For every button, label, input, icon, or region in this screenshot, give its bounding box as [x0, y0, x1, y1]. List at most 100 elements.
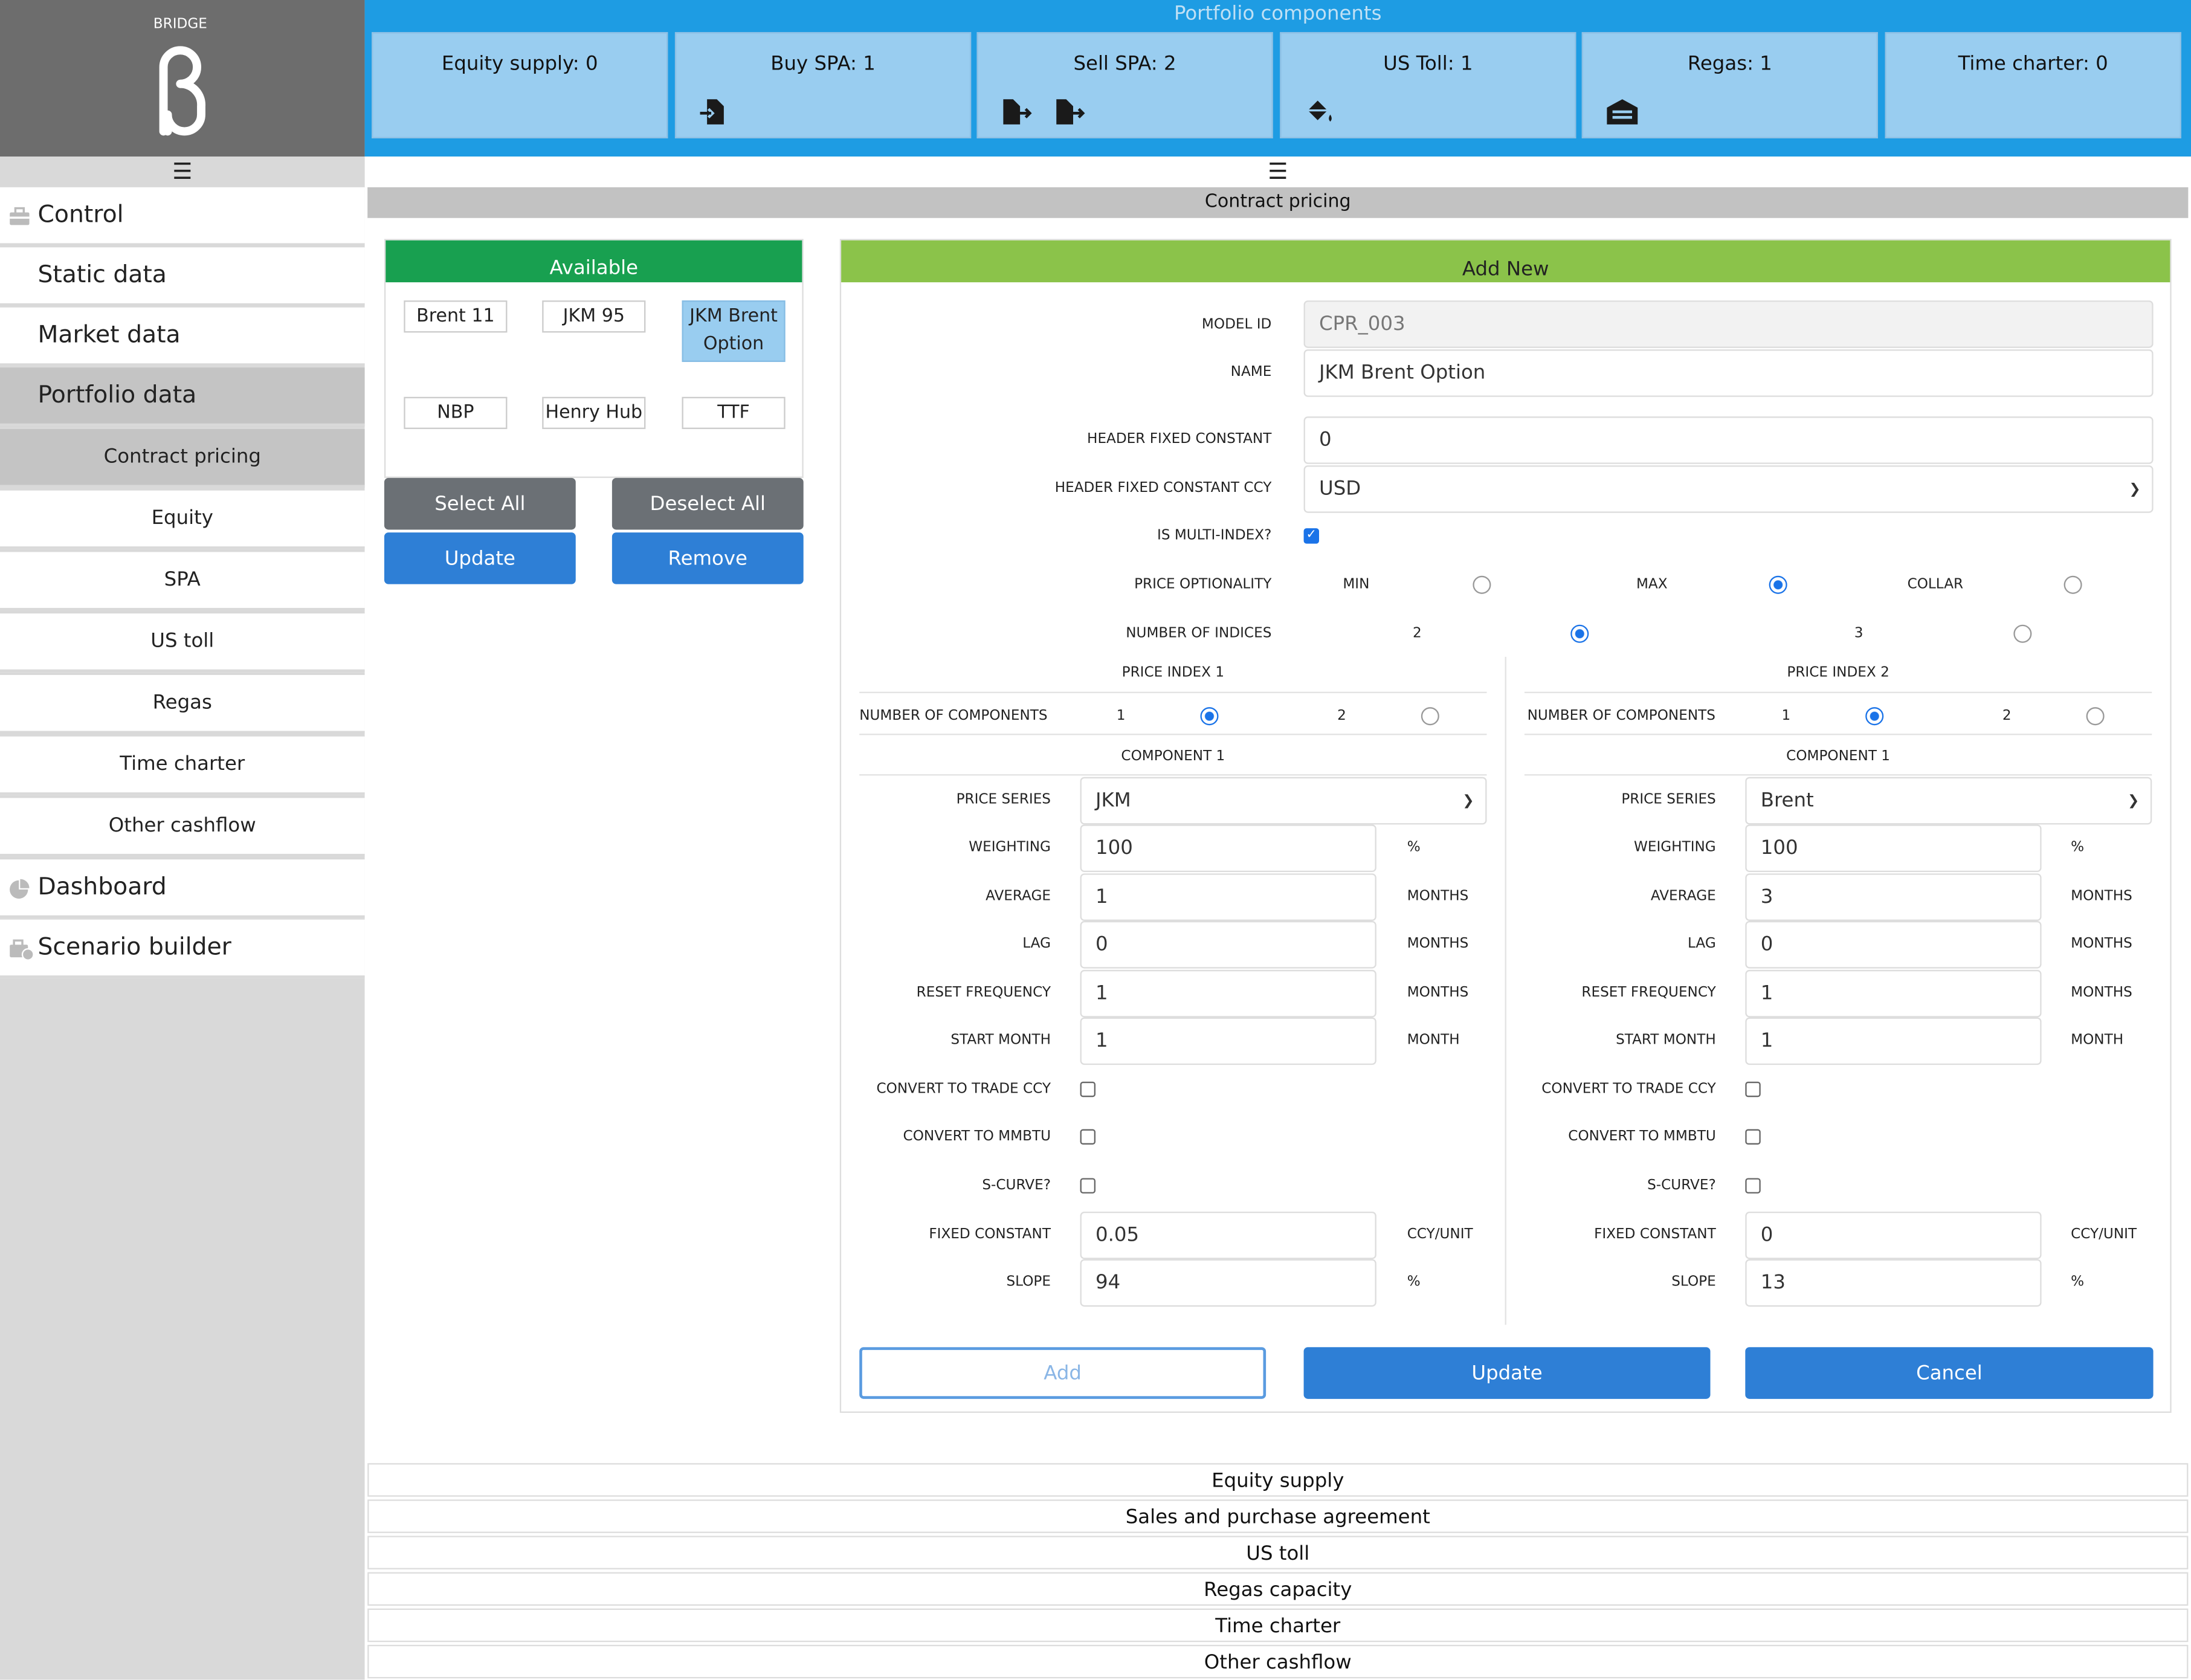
sidebar-item-static-data[interactable]: Static data [0, 247, 365, 306]
start-month-field[interactable]: 1 [1745, 1017, 2042, 1065]
update-selection-button[interactable]: Update [384, 532, 576, 584]
multi-index-label: IS MULTI-INDEX? [1157, 528, 1272, 544]
slope-field[interactable]: 94 [1080, 1259, 1376, 1307]
accordion-us-toll[interactable]: US toll [367, 1536, 2189, 1569]
lag-label: LAG [1687, 936, 1716, 952]
card-equity-supply[interactable]: Equity supply: 0 [372, 32, 668, 138]
available-item[interactable]: Brent 11 [404, 300, 508, 333]
header-ccy-select[interactable]: USD ❯ [1303, 465, 2154, 513]
s-curve-checkbox[interactable] [1080, 1178, 1096, 1194]
start-month-field[interactable]: 1 [1080, 1017, 1376, 1065]
num-indices-3-radio[interactable] [2013, 624, 2032, 643]
model-id-field[interactable]: CPR_003 [1303, 300, 2154, 348]
sidebar-item-portfolio-data[interactable]: Portfolio data [0, 367, 365, 427]
components-2-radio[interactable] [2086, 707, 2105, 726]
available-item[interactable]: TTF [682, 396, 786, 429]
select-all-button[interactable]: Select All [384, 477, 576, 530]
opt-collar-radio[interactable] [2064, 575, 2082, 594]
sidebar-item-control[interactable]: Control [0, 187, 365, 246]
start-month-unit: MONTH [2071, 1032, 2124, 1048]
convert-trade-ccy-label: CONVERT TO TRADE CCY [876, 1081, 1051, 1097]
reset-frequency-field[interactable]: 1 [1080, 969, 1376, 1018]
sidebar-item-market-data[interactable]: Market data [0, 307, 365, 366]
convert-trade-ccy-checkbox[interactable] [1745, 1081, 1761, 1097]
accordion-sales-purchase-agreement[interactable]: Sales and purchase agreement [367, 1499, 2189, 1533]
convert-trade-ccy-checkbox[interactable] [1080, 1081, 1096, 1097]
sidebar-subitem-time-charter[interactable]: Time charter [0, 736, 365, 795]
opt-min-radio[interactable] [1473, 575, 1491, 594]
card-us-toll[interactable]: US Toll: 1 [1280, 32, 1576, 138]
accordion-other-cashflow[interactable]: Other cashflow [367, 1644, 2189, 1679]
divider [859, 774, 1487, 776]
accordion-equity-supply[interactable]: Equity supply [367, 1463, 2189, 1497]
slope-field[interactable]: 13 [1745, 1259, 2042, 1307]
components-1-label: 1 [1781, 708, 1791, 724]
available-item[interactable]: JKM 95 [542, 300, 646, 333]
weighting-field[interactable]: 100 [1745, 824, 2042, 872]
section-title[interactable]: Contract pricing [367, 187, 2189, 218]
fixed-constant-field[interactable]: 0 [1745, 1211, 2042, 1259]
cancel-button[interactable]: Cancel [1745, 1347, 2154, 1399]
add-button[interactable]: Add [859, 1347, 1267, 1399]
file-export-icon[interactable] [1001, 98, 1034, 126]
card-time-charter[interactable]: Time charter: 0 [1885, 32, 2181, 138]
sidebar-subitem-regas[interactable]: Regas [0, 674, 365, 734]
weighting-field[interactable]: 100 [1080, 824, 1376, 872]
content-toggle-icon[interactable]: ☰ [1268, 158, 1288, 185]
deselect-all-button[interactable]: Deselect All [611, 477, 804, 530]
header-fixed-constant-field[interactable]: 0 [1303, 416, 2154, 464]
average-field[interactable]: 3 [1745, 873, 2042, 921]
sidebar-toggle-icon[interactable]: ☰ [0, 157, 365, 187]
reset-frequency-field[interactable]: 1 [1745, 969, 2042, 1018]
average-field[interactable]: 1 [1080, 873, 1376, 921]
sidebar-subitem-equity[interactable]: Equity [0, 490, 365, 549]
lag-field[interactable]: 0 [1080, 920, 1376, 969]
file-import-icon[interactable] [699, 98, 726, 126]
name-field[interactable]: JKM Brent Option [1303, 349, 2154, 397]
file-export-icon[interactable] [1054, 98, 1088, 126]
num-components-label: NUMBER OF COMPONENTS [859, 708, 1048, 724]
sidebar-item-label: Market data [37, 321, 181, 350]
fill-drip-icon[interactable] [1304, 98, 1335, 126]
brand-name: BRIDGE [153, 16, 207, 33]
remove-button[interactable]: Remove [611, 532, 804, 584]
sidebar-item-label: Contract pricing [103, 445, 261, 468]
sidebar-subitem-spa[interactable]: SPA [0, 552, 365, 611]
components-1-radio[interactable] [1200, 707, 1219, 726]
slope-unit: % [2071, 1275, 2085, 1290]
start-month-label: START MONTH [950, 1032, 1051, 1048]
card-buy-spa[interactable]: Buy SPA: 1 [674, 32, 972, 138]
card-sell-spa[interactable]: Sell SPA: 2 [976, 32, 1273, 138]
components-1-radio[interactable] [1865, 707, 1884, 726]
fixed-constant-label: FIXED CONSTANT [1594, 1227, 1716, 1242]
lag-field[interactable]: 0 [1745, 920, 2042, 969]
sidebar-subitem-us-toll[interactable]: US toll [0, 613, 365, 673]
model-id-label: MODEL ID [1201, 317, 1272, 333]
price-series-select[interactable]: JKM ❯ [1080, 777, 1487, 825]
convert-mmbtu-checkbox[interactable] [1745, 1129, 1761, 1145]
price-series-select[interactable]: Brent ❯ [1745, 777, 2152, 825]
sidebar-item-scenario-builder[interactable]: Scenario builder [0, 919, 365, 978]
s-curve-label: S-CURVE? [982, 1178, 1051, 1194]
num-indices-2-radio[interactable] [1570, 624, 1589, 643]
s-curve-checkbox[interactable] [1745, 1178, 1761, 1194]
available-item-selected[interactable]: JKM Brent Option [682, 300, 786, 362]
brand-block[interactable]: BRIDGE [0, 0, 365, 157]
convert-mmbtu-checkbox[interactable] [1080, 1129, 1096, 1145]
sidebar: BRIDGE ☰ Control Static data Market data… [0, 0, 365, 1680]
sidebar-subitem-contract-pricing[interactable]: Contract pricing [0, 428, 365, 488]
fixed-constant-field[interactable]: 0.05 [1080, 1211, 1376, 1259]
reset-frequency-unit: MONTHS [1407, 985, 1469, 1001]
warehouse-icon[interactable] [1605, 98, 1639, 126]
opt-max-radio[interactable] [1769, 575, 1787, 594]
available-item[interactable]: Henry Hub [542, 396, 646, 429]
available-item[interactable]: NBP [404, 396, 508, 429]
accordion-time-charter[interactable]: Time charter [367, 1608, 2189, 1643]
multi-index-checkbox[interactable]: ✓ [1303, 528, 1319, 544]
components-2-radio[interactable] [1421, 707, 1439, 726]
accordion-regas-capacity[interactable]: Regas capacity [367, 1572, 2189, 1606]
card-regas[interactable]: Regas: 1 [1581, 32, 1878, 138]
update-button[interactable]: Update [1303, 1347, 1711, 1399]
sidebar-subitem-other-cashflow[interactable]: Other cashflow [0, 798, 365, 857]
sidebar-item-dashboard[interactable]: Dashboard [0, 859, 365, 919]
